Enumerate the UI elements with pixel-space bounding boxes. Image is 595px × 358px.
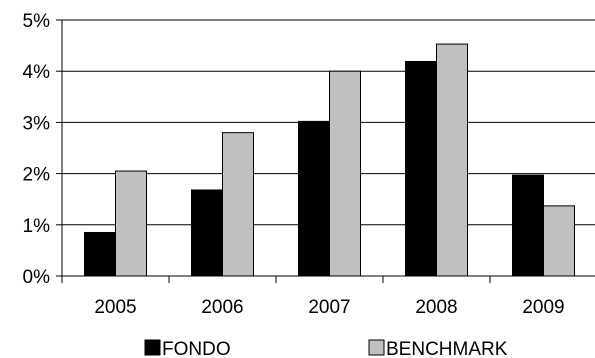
bar-benchmark-2005	[115, 170, 147, 277]
bar-benchmark-2008	[436, 43, 468, 277]
y-tick-label: 2%	[23, 165, 51, 186]
x-tick-labels: 2005 2006 2007 2008 2009	[94, 297, 564, 318]
x-tick-label: 2006	[201, 297, 243, 318]
bar-benchmark-2006	[222, 132, 254, 277]
x-tick-label: 2009	[522, 297, 564, 318]
x-tick-label: 2005	[94, 297, 136, 318]
y-tick-labels: 0% 1% 2% 3% 4% 5%	[23, 11, 51, 288]
y-tick-label: 3%	[23, 113, 51, 134]
bar-benchmark-2007	[329, 70, 361, 277]
bar-fondo-2009	[512, 174, 544, 277]
x-tick-label: 2007	[308, 297, 350, 318]
legend-label-fondo: FONDO	[162, 339, 231, 358]
bar-benchmark-2009	[543, 205, 575, 277]
legend-label-benchmark: BENCHMARK	[386, 339, 508, 358]
legend: FONDO BENCHMARK	[144, 339, 508, 358]
y-tick-label: 4%	[23, 62, 51, 83]
bar-fondo-2005	[84, 231, 116, 277]
legend-swatch-fondo	[144, 339, 161, 356]
x-tick-label: 2008	[415, 297, 457, 318]
bar-fondo-2006	[191, 189, 223, 277]
bar-fondo-2007	[298, 120, 330, 277]
legend-swatch-benchmark	[368, 339, 385, 356]
axes	[56, 19, 595, 283]
y-tick-label: 0%	[23, 267, 51, 288]
bars	[84, 43, 575, 277]
y-tick-label: 5%	[23, 11, 51, 32]
y-tick-label: 1%	[23, 216, 51, 237]
bar-fondo-2008	[405, 60, 437, 277]
